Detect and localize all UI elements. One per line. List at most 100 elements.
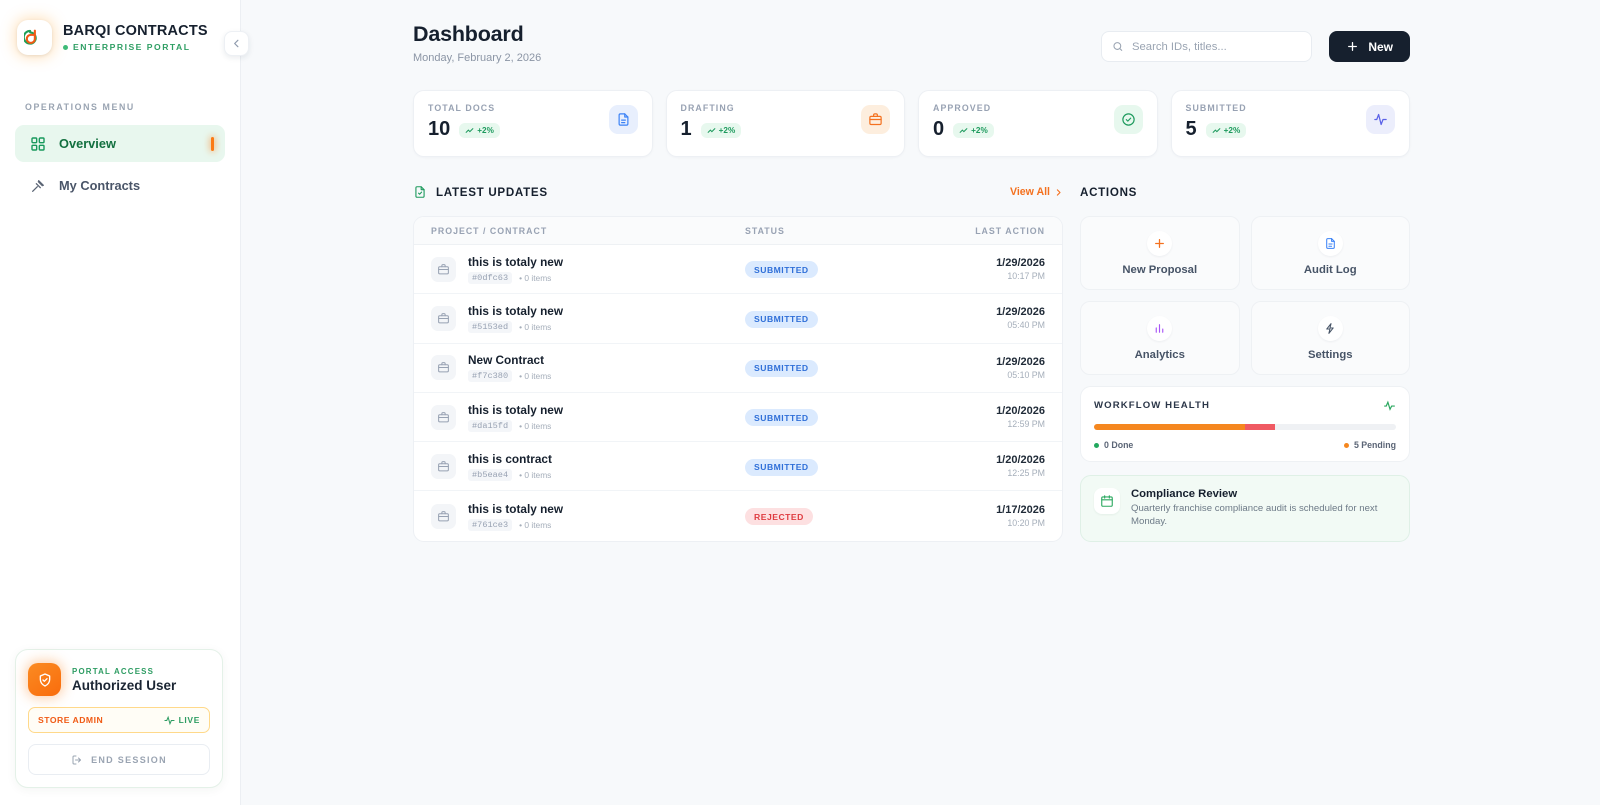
row-date: 1/20/2026 xyxy=(996,405,1045,418)
trend-up-icon xyxy=(707,128,715,133)
table-row[interactable]: this is totaly new #761ce3 • 0 items REJ… xyxy=(414,491,1062,540)
table-row[interactable]: this is totaly new #0dfc63 • 0 items SUB… xyxy=(414,245,1062,295)
view-all-link[interactable]: View All xyxy=(1010,186,1063,198)
stat-delta: +2% xyxy=(1205,123,1247,138)
status-dot-icon xyxy=(63,44,68,50)
row-id: #f7c380 xyxy=(468,370,513,383)
status-badge: REJECTED xyxy=(745,508,813,526)
row-items: • 0 items xyxy=(519,272,552,283)
status-badge: SUBMITTED xyxy=(745,310,818,328)
column-header-project: PROJECT / CONTRACT xyxy=(431,225,548,236)
table-row[interactable]: this is totaly new #da15fd • 0 items SUB… xyxy=(414,393,1062,443)
stat-card-drafting[interactable]: DRAFTING 1 +2% xyxy=(665,90,905,157)
sidebar-item-my-contracts-label: My Contracts xyxy=(59,178,141,193)
latest-updates-title: LATEST UPDATES xyxy=(413,185,548,199)
stat-card-approved[interactable]: APPROVED 0 +2% xyxy=(918,90,1158,157)
briefcase-icon xyxy=(431,256,456,282)
sidebar-item-my-contracts[interactable]: My Contracts xyxy=(15,167,225,204)
progress-segment-done xyxy=(1094,424,1245,430)
action-new-proposal[interactable]: New Proposal xyxy=(1080,216,1240,290)
workflow-health-title: WORKFLOW HEALTH xyxy=(1094,400,1210,411)
row-date: 1/17/2026 xyxy=(996,504,1045,517)
sidebar: BARQI CONTRACTS ENTERPRISE PORTAL OPERAT… xyxy=(0,0,241,805)
stat-card-submitted[interactable]: SUBMITTED 5 +2% xyxy=(1170,90,1410,157)
page-title: Dashboard xyxy=(413,22,524,46)
legend-pending: 5 Pending xyxy=(1343,440,1396,450)
latest-updates-table: PROJECT / CONTRACT STATUS LAST ACTION th… xyxy=(413,216,1063,542)
sidebar-collapse-button[interactable] xyxy=(224,31,249,56)
status-badge: SUBMITTED xyxy=(745,409,818,427)
stat-card-total-docs[interactable]: TOTAL DOCS 10 +2% xyxy=(413,90,653,157)
action-audit-log[interactable]: Audit Log xyxy=(1250,216,1410,290)
status-badge: SUBMITTED xyxy=(745,458,818,476)
row-id: #0dfc63 xyxy=(468,271,513,284)
row-title: this is contract xyxy=(468,451,552,466)
table-row[interactable]: this is contract #b5eae4 • 0 items SUBMI… xyxy=(414,442,1062,492)
table-row[interactable]: New Contract #f7c380 • 0 items SUBMITTED… xyxy=(414,344,1062,393)
trend-up-icon xyxy=(959,128,968,133)
row-time: 10:20 PM xyxy=(1007,518,1045,529)
pulse-icon xyxy=(163,715,175,725)
briefcase-icon xyxy=(431,355,456,381)
sidebar-item-overview[interactable]: Overview xyxy=(15,125,225,162)
row-title: this is totaly new xyxy=(468,402,564,417)
row-items: • 0 items xyxy=(519,420,552,431)
top-bar-actions: New xyxy=(1101,31,1410,62)
row-title: this is totaly new xyxy=(468,254,564,269)
compliance-review-card: Compliance Review Quarterly franchise co… xyxy=(1080,475,1410,542)
stat-label: TOTAL DOCS xyxy=(428,103,496,113)
search-box[interactable] xyxy=(1101,31,1313,62)
trend-up-icon xyxy=(465,128,474,133)
new-button[interactable]: New xyxy=(1329,31,1410,62)
column-header-last-action: LAST ACTION xyxy=(975,225,1045,236)
stat-value: 1 xyxy=(680,118,692,140)
stat-label: APPROVED xyxy=(933,103,992,113)
legend-done-label: 0 Done xyxy=(1104,440,1134,450)
activity-icon xyxy=(1366,105,1395,134)
page-heading: Dashboard Monday, February 2, 2026 xyxy=(413,22,541,64)
end-session-button[interactable]: END SESSION xyxy=(28,744,210,775)
progress-segment-rejected xyxy=(1245,424,1276,430)
stat-delta-label: +2% xyxy=(718,126,736,135)
stat-delta-label: +2% xyxy=(971,126,988,135)
row-date: 1/29/2026 xyxy=(996,257,1045,270)
main-content: Dashboard Monday, February 2, 2026 New xyxy=(241,0,1600,805)
stat-label: SUBMITTED xyxy=(1185,103,1247,113)
plus-icon xyxy=(1147,230,1173,256)
action-settings[interactable]: Settings xyxy=(1250,301,1410,375)
row-items: • 0 items xyxy=(519,321,552,332)
briefcase-icon xyxy=(431,305,456,331)
brand-title: BARQI CONTRACTS xyxy=(63,23,208,39)
workflow-health-card: WORKFLOW HEALTH 0 Done xyxy=(1080,386,1410,462)
stat-delta: +2% xyxy=(700,123,742,138)
stat-delta-label: +2% xyxy=(477,126,494,135)
operations-menu-label: OPERATIONS MENU xyxy=(25,102,135,112)
stat-cards: TOTAL DOCS 10 +2% xyxy=(241,90,1600,157)
workflow-progress-bar xyxy=(1094,424,1396,430)
row-items: • 0 items xyxy=(519,371,552,382)
barqi-b-logo-icon xyxy=(17,20,52,55)
row-time: 10:17 PM xyxy=(1007,271,1045,282)
new-button-label: New xyxy=(1368,39,1393,54)
briefcase-icon xyxy=(861,105,890,134)
row-time: 05:10 PM xyxy=(1007,369,1045,380)
legend-dot-orange-icon xyxy=(1343,442,1349,448)
briefcase-icon xyxy=(431,503,456,529)
table-row[interactable]: this is totaly new #5153ed • 0 items SUB… xyxy=(414,294,1062,344)
latest-updates-title-text: LATEST UPDATES xyxy=(436,185,548,199)
file-check-icon xyxy=(415,186,425,198)
logout-icon xyxy=(72,755,82,764)
portal-access-label: PORTAL ACCESS xyxy=(72,666,155,676)
latest-updates-panel: LATEST UPDATES View All PROJECT / CONTRA… xyxy=(413,179,1063,542)
search-input[interactable] xyxy=(1131,40,1302,53)
row-items: • 0 items xyxy=(519,469,552,480)
briefcase-icon xyxy=(431,453,456,479)
page-date: Monday, February 2, 2026 xyxy=(413,52,542,64)
plus-icon xyxy=(1348,42,1358,51)
end-session-label: END SESSION xyxy=(91,754,167,765)
live-label: LIVE xyxy=(178,715,200,725)
action-analytics[interactable]: Analytics xyxy=(1080,301,1240,375)
action-label: Settings xyxy=(1307,348,1353,361)
top-bar: Dashboard Monday, February 2, 2026 New xyxy=(241,22,1600,64)
row-id: #5153ed xyxy=(468,320,513,333)
